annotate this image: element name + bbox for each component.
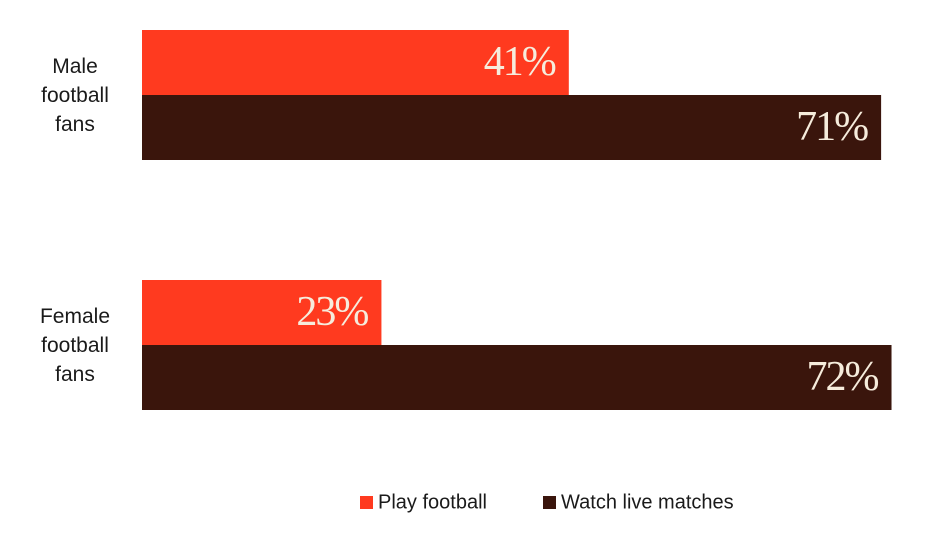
bar — [142, 30, 569, 95]
value-label: 71% — [796, 104, 868, 150]
legend-swatch — [543, 496, 556, 509]
category-label: Male football fans — [41, 55, 109, 136]
category-label: Female football fans — [39, 305, 111, 386]
value-label: 72% — [807, 354, 879, 400]
legend-label: Play football — [378, 491, 487, 513]
bar — [142, 280, 382, 345]
bar — [142, 345, 892, 410]
legend-swatch — [360, 496, 373, 509]
value-label: 23% — [296, 289, 368, 335]
value-label: 41% — [484, 39, 556, 85]
legend-label: Watch live matches — [561, 491, 734, 513]
bar — [142, 95, 882, 160]
